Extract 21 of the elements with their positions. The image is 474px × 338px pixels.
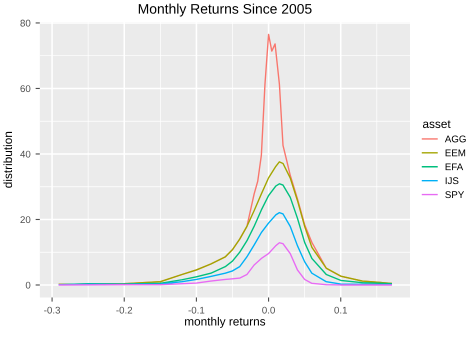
y-tick-label: 60 (20, 85, 30, 92)
y-axis-title: distribution (3, 132, 12, 188)
y-tick-label: 40 (20, 150, 30, 158)
legend-label: EEM (446, 150, 466, 156)
y-tick-label: 80 (20, 20, 30, 27)
x-tick-label: -0.1 (188, 306, 204, 314)
line-series (58, 242, 392, 286)
x-tick-label: -0.3 (44, 306, 60, 314)
chart-title: Monthly Returns Since 2005 (138, 4, 312, 17)
legend-label: AGG (444, 136, 466, 142)
y-tick-label: 0 (26, 282, 30, 289)
y-tick-label: 20 (20, 216, 30, 224)
x-axis-title: monthly returns (185, 316, 266, 328)
x-tick-label: 0.1 (334, 306, 348, 314)
legend-label: SPY (445, 191, 464, 198)
legend-label: EFA (446, 163, 464, 170)
x-tick-label: -0.2 (116, 306, 132, 314)
line-series (58, 212, 392, 286)
legend-title: asset (422, 120, 451, 128)
legend-label: IJS (446, 177, 458, 184)
x-tick-label: 0.0 (262, 306, 275, 314)
